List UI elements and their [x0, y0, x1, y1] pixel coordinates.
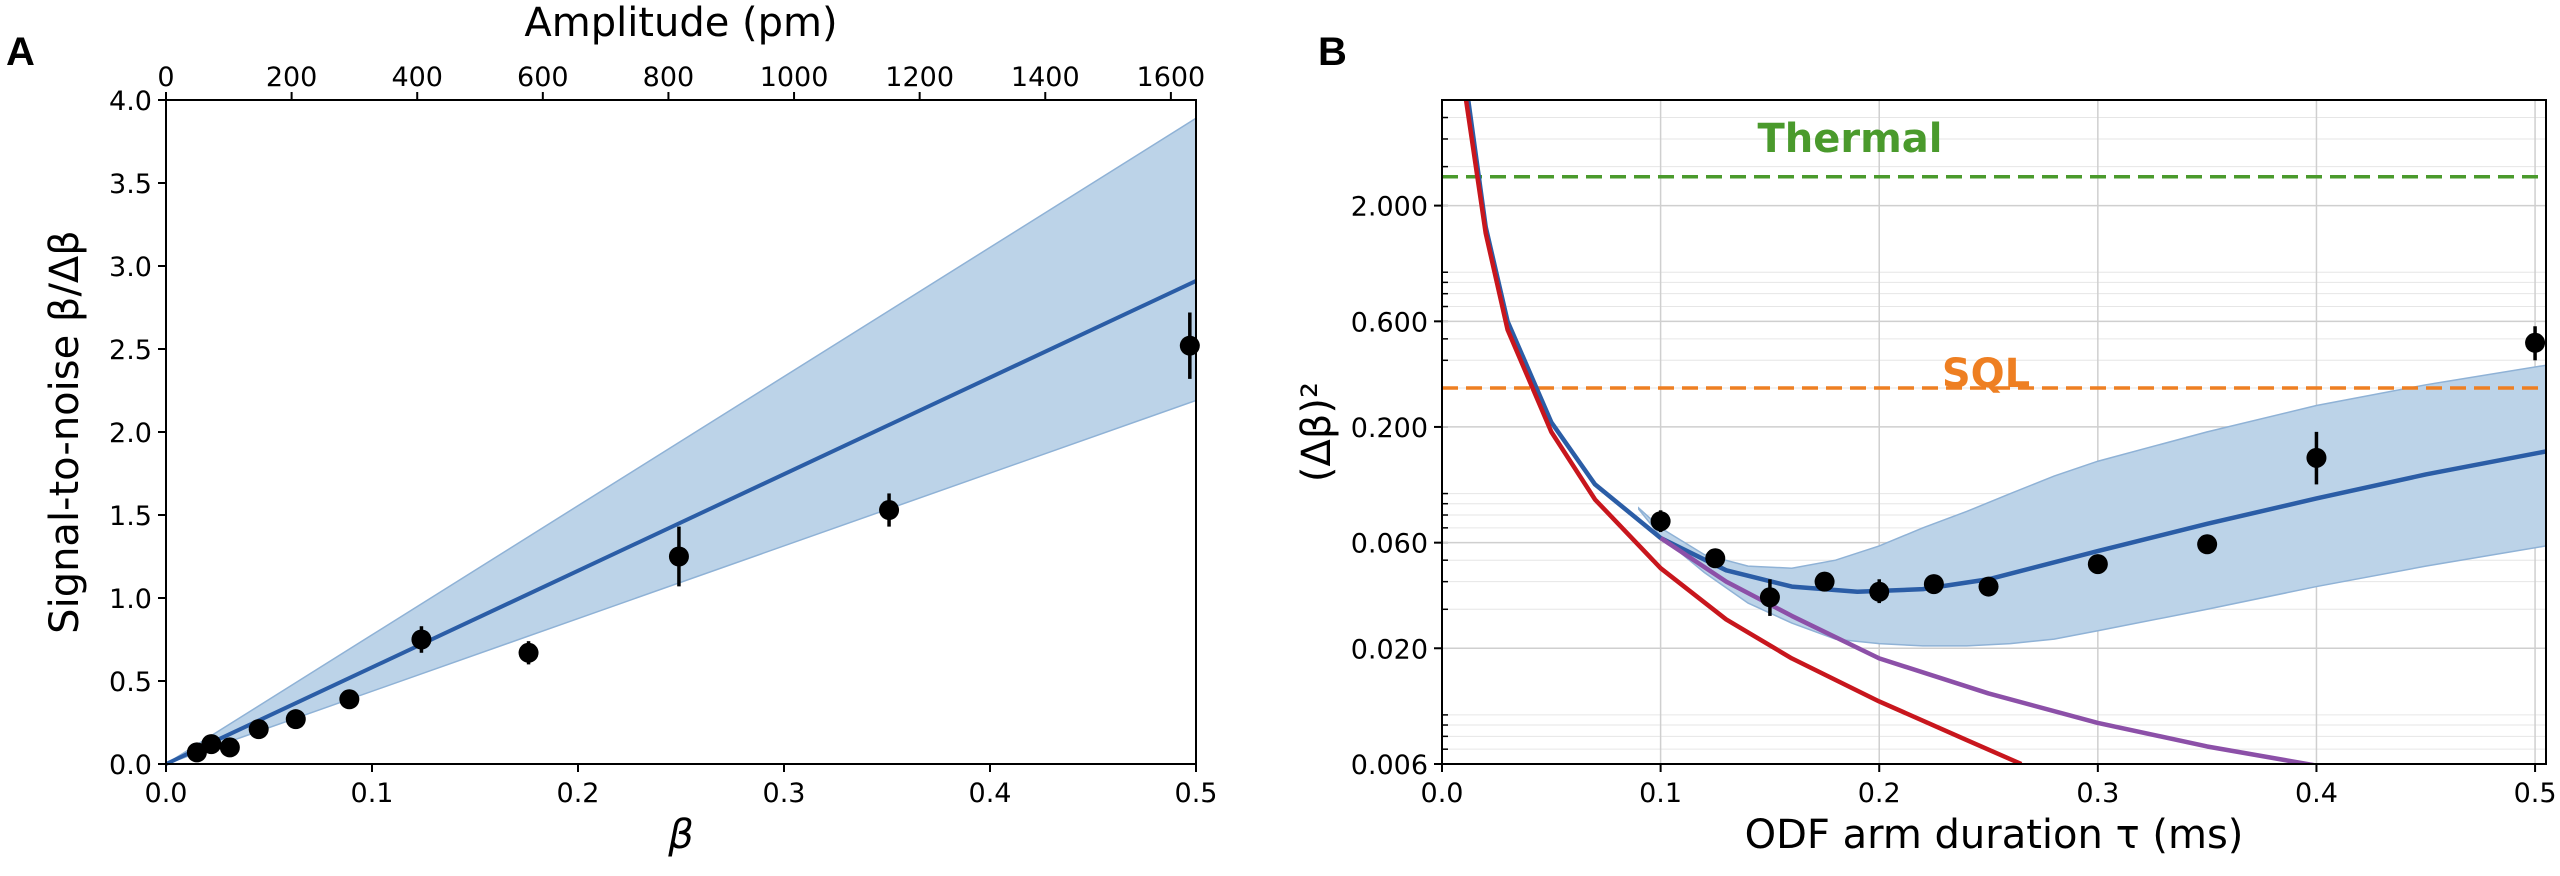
data-point: [879, 500, 900, 521]
data-point: [339, 689, 360, 710]
annotation-sql: SQL: [1942, 351, 2030, 397]
top-x-tick-label: 1400: [1011, 62, 1080, 93]
y-tick-label: 1.0: [109, 584, 152, 615]
y-tick-label: 0.0: [109, 750, 152, 781]
top-x-tick-label: 0: [157, 62, 174, 93]
data-point: [1869, 581, 1890, 602]
data-point: [2306, 447, 2327, 468]
y-tick-label: 0.060: [1351, 529, 1428, 560]
x-tick-label: 0.5: [1175, 778, 1218, 809]
y-tick-label: 0.006: [1351, 750, 1428, 781]
data-point: [1759, 587, 1780, 608]
x-tick-label: 0.3: [763, 778, 806, 809]
y-tick-label: 0.600: [1351, 307, 1428, 338]
top-x-tick-label: 800: [643, 62, 695, 93]
top-x-tick-label: 600: [517, 62, 569, 93]
data-point: [1978, 576, 1999, 597]
data-point: [1705, 548, 1726, 569]
panel-label-b: B: [1318, 30, 1347, 74]
y-tick-label: 0.200: [1351, 413, 1428, 444]
data-point: [2197, 534, 2218, 555]
confidence-band: [1638, 364, 2546, 647]
y-axis-label: Signal-to-noise β/Δβ: [42, 230, 88, 634]
data-point: [518, 642, 539, 663]
x-axis-label: ODF arm duration τ (ms): [1745, 812, 2244, 858]
top-x-tick-label: 200: [266, 62, 318, 93]
panel-label-a: A: [6, 30, 35, 74]
x-tick-label: 0.2: [557, 778, 600, 809]
x-tick-label: 0.0: [145, 778, 188, 809]
y-tick-label: 2.000: [1351, 192, 1428, 223]
y-tick-label: 0.020: [1351, 634, 1428, 665]
x-axis-label: β: [667, 812, 694, 858]
data-point: [2087, 554, 2108, 575]
data-point: [201, 734, 222, 755]
data-point: [668, 546, 689, 567]
top-x-axis-label: Amplitude (pm): [524, 0, 837, 46]
x-tick-label: 0.0: [1421, 778, 1464, 809]
x-tick-label: 0.5: [2514, 778, 2557, 809]
y-axis-label: (Δβ)²: [1294, 382, 1340, 482]
y-tick-label: 3.0: [109, 252, 152, 283]
y-tick-label: 0.5: [109, 667, 152, 698]
curve-line: [1659, 536, 2317, 764]
data-point: [2525, 332, 2546, 353]
data-point: [248, 719, 269, 740]
x-tick-label: 0.4: [969, 778, 1012, 809]
y-tick-label: 2.0: [109, 418, 152, 449]
plot-frame: [1441, 99, 2547, 765]
data-point: [1650, 511, 1671, 532]
top-x-tick-label: 1000: [760, 62, 829, 93]
plot-area: [1442, 100, 2546, 764]
top-x-tick-label: 400: [391, 62, 443, 93]
data-point: [219, 737, 240, 758]
data-point: [285, 709, 306, 730]
y-tick-label: 2.5: [109, 335, 152, 366]
x-tick-label: 0.1: [1639, 778, 1682, 809]
y-tick-label: 4.0: [109, 86, 152, 117]
fit-line: [165, 279, 1197, 766]
data-point: [1179, 335, 1200, 356]
chart-panel-a: 0.0 0.1 0.2 0.3 0.4 0.5 0.0 0.5 1.0 1.5 2.0 2.5 3.0 3…: [42, 0, 1218, 858]
y-tick-label: 1.5: [109, 501, 152, 532]
top-x-tick-label: 1200: [885, 62, 954, 93]
x-tick-label: 0.3: [2076, 778, 2119, 809]
annotation-thermal: Thermal: [1758, 116, 1943, 162]
x-tick-label: 0.1: [351, 778, 394, 809]
x-tick-label: 0.4: [2295, 778, 2338, 809]
confidence-band: [165, 116, 1197, 765]
chart-panel-b: 0.006 0.020 0.060 0.200 0.600 2.000 0.0 0.1 0.2 0…: [1294, 99, 2557, 858]
x-tick-label: 0.2: [1858, 778, 1901, 809]
top-x-tick-label: 1600: [1137, 62, 1206, 93]
data-point: [411, 629, 432, 650]
data-point: [1923, 574, 1944, 595]
curve-line: [1463, 100, 2023, 764]
data-point: [1814, 571, 1835, 592]
y-tick-label: 3.5: [109, 169, 152, 200]
